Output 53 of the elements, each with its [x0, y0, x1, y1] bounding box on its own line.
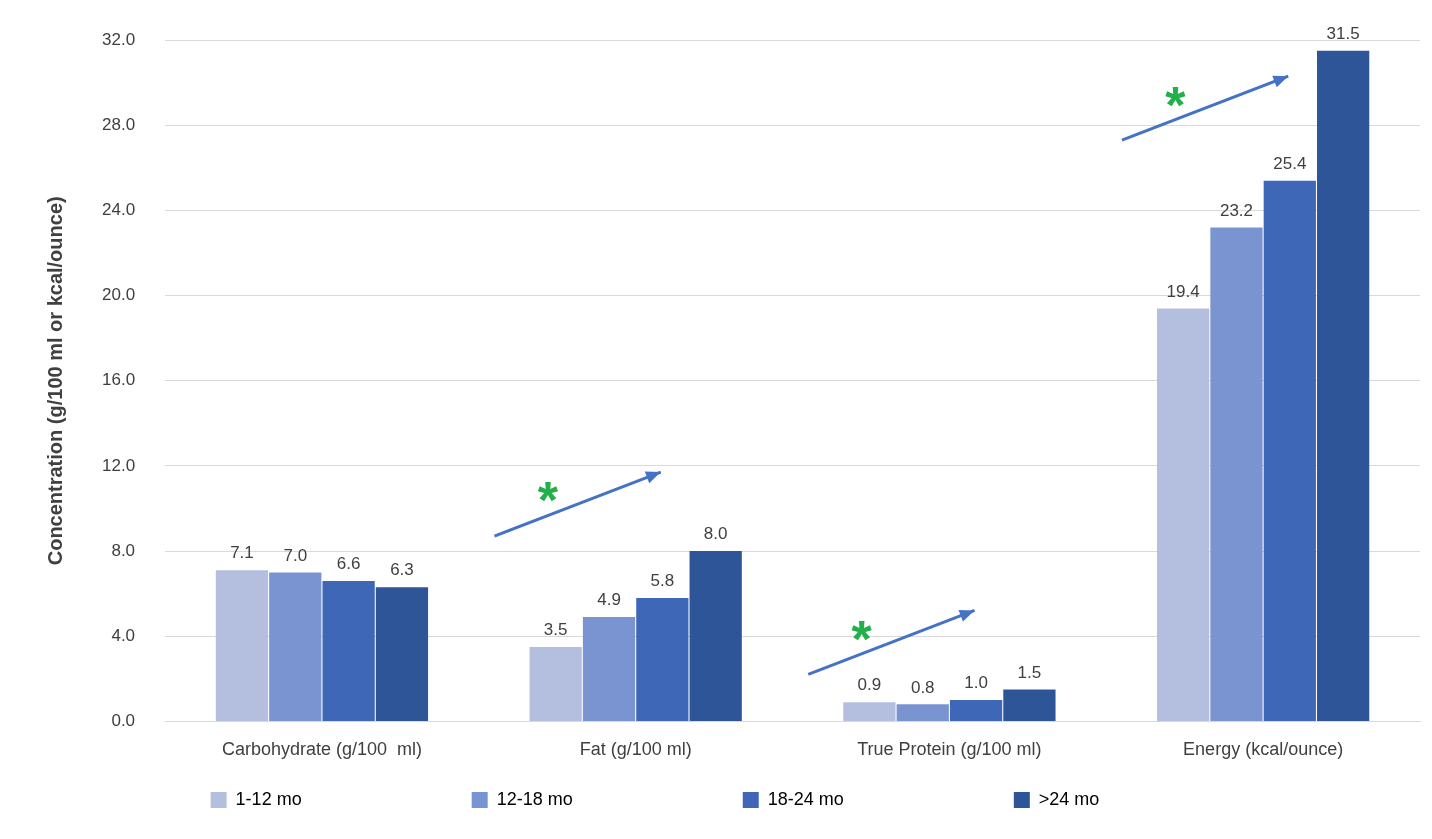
bar	[215, 570, 269, 721]
y-tick-label: 0.0	[111, 711, 136, 731]
x-tick-label: Carbohydrate (g/100 ml)	[221, 739, 422, 760]
x-tick-label: Energy (kcal/ounce)	[1183, 739, 1344, 760]
data-label: 4.9	[597, 590, 621, 610]
data-label: 31.5	[1326, 24, 1360, 44]
bar	[375, 587, 429, 721]
bar	[1317, 50, 1370, 721]
x-tick-label: True Protein (g/100 ml)	[857, 739, 1042, 760]
annotation: *	[851, 609, 873, 668]
bar	[582, 617, 636, 721]
y-tick-label: 24.0	[101, 200, 136, 220]
data-label: 6.6	[336, 554, 361, 574]
data-label: 7.0	[283, 545, 308, 565]
data-label: 19.4	[1166, 281, 1200, 301]
annotation: *	[1165, 75, 1187, 134]
data-label: 3.5	[543, 620, 568, 640]
legend-label: 12-18 mo	[496, 788, 723, 809]
bar	[1210, 227, 1263, 721]
y-tick-label: 12.0	[101, 455, 136, 475]
bar	[949, 700, 1003, 721]
data-label: 0.8	[910, 677, 935, 697]
y-tick-label: 8.0	[111, 540, 136, 560]
x-tick-label: Fat (g/100 ml)	[579, 739, 692, 760]
y-tick-label: 28.0	[101, 115, 136, 135]
bar	[689, 551, 742, 721]
legend-label: 18-24 mo	[767, 788, 994, 809]
bar	[896, 704, 949, 721]
annotation: *	[537, 471, 559, 530]
bar	[322, 580, 375, 721]
legend-label: >24 mo	[1038, 788, 1250, 809]
y-tick-label: 20.0	[101, 285, 136, 305]
data-label: 1.0	[964, 673, 988, 693]
legend-label: 1-12 mo	[235, 788, 452, 809]
data-label: 5.8	[650, 571, 675, 591]
data-label: 8.0	[703, 524, 728, 544]
y-tick-label: 4.0	[111, 625, 136, 645]
y-tick-label: 32.0	[101, 29, 136, 49]
data-label: 0.9	[857, 675, 882, 695]
bar	[636, 597, 689, 721]
bar	[1003, 689, 1056, 721]
y-axis-title: Concentration (g/100 ml or kcal/ounce)	[43, 196, 66, 566]
bar	[1263, 180, 1316, 721]
data-label: 23.2	[1219, 200, 1254, 220]
bar	[1157, 308, 1210, 721]
data-label: 25.4	[1273, 153, 1307, 173]
bar	[269, 572, 322, 721]
data-label: 6.3	[390, 560, 414, 580]
data-label: 1.5	[1017, 662, 1042, 682]
y-tick-label: 16.0	[101, 370, 136, 390]
data-label: 7.1	[230, 543, 254, 563]
bar	[529, 646, 582, 721]
bar	[843, 702, 896, 721]
